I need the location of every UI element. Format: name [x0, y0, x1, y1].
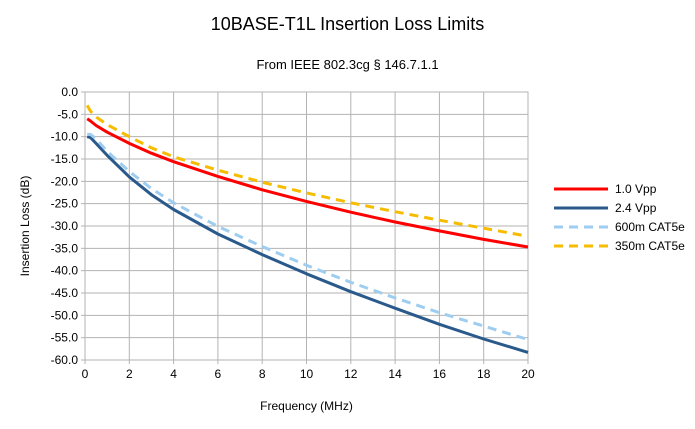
series-line-600m-cat5e [87, 132, 529, 341]
legend-swatch [554, 244, 608, 247]
x-tick-label: 20 [521, 367, 535, 381]
x-tick-label: 12 [344, 367, 358, 381]
y-tick-label: -45.0 [51, 286, 79, 300]
x-tick-label: 14 [388, 367, 402, 381]
x-tick-label: 0 [82, 367, 89, 381]
chart-subtitle: From IEEE 802.3cg § 146.7.1.1 [256, 57, 439, 72]
legend-item-2-4-vpp: 2.4 Vpp [553, 198, 685, 217]
x-tick-label: 8 [259, 367, 266, 381]
legend-label: 2.4 Vpp [615, 200, 657, 215]
x-tick-label: 10 [300, 367, 314, 381]
series-line-2-4-vpp [86, 135, 529, 354]
y-tick-label: -30.0 [51, 219, 79, 233]
y-tick-label: -15.0 [51, 152, 79, 166]
legend-swatch [554, 225, 608, 228]
y-tick-label: -40.0 [51, 264, 79, 278]
legend: 1.0 Vpp 2.4 Vpp 600m CAT5e 350m CAT5e [553, 179, 685, 255]
x-tick-label: 6 [215, 367, 222, 381]
legend-item-350m-cat5e: 350m CAT5e [553, 236, 685, 255]
legend-swatch [554, 187, 608, 190]
y-tick-label: -50.0 [51, 308, 79, 322]
chart-title: 10BASE-T1L Insertion Loss Limits [210, 14, 485, 34]
y-tick-label: -35.0 [51, 241, 79, 255]
x-tick-label: 2 [126, 367, 133, 381]
legend-label: 350m CAT5e [615, 238, 685, 253]
x-tick-label: 18 [477, 367, 491, 381]
x-tick-label: 16 [433, 367, 447, 381]
legend-swatch [554, 206, 608, 209]
x-axis-label: Frequency (MHz) [260, 399, 353, 413]
y-tick-label: 0.0 [61, 85, 78, 99]
series-line-350m-cat5e [85, 104, 529, 238]
y-tick-label: -55.0 [51, 331, 79, 345]
y-tick-label: -5.0 [57, 107, 78, 121]
x-tick-label: 4 [170, 367, 177, 381]
legend-item-1-0-vpp: 1.0 Vpp [553, 179, 685, 198]
series-line-1-0-vpp [86, 117, 529, 249]
legend-item-600m-cat5e: 600m CAT5e [553, 217, 685, 236]
legend-label: 1.0 Vpp [615, 181, 657, 196]
plot-border [84, 91, 529, 361]
y-tick-label: -20.0 [51, 174, 79, 188]
legend-label: 600m CAT5e [615, 219, 685, 234]
y-tick-label: -25.0 [51, 197, 79, 211]
y-tick-label: -10.0 [51, 130, 79, 144]
y-tick-label: -60.0 [51, 353, 79, 367]
